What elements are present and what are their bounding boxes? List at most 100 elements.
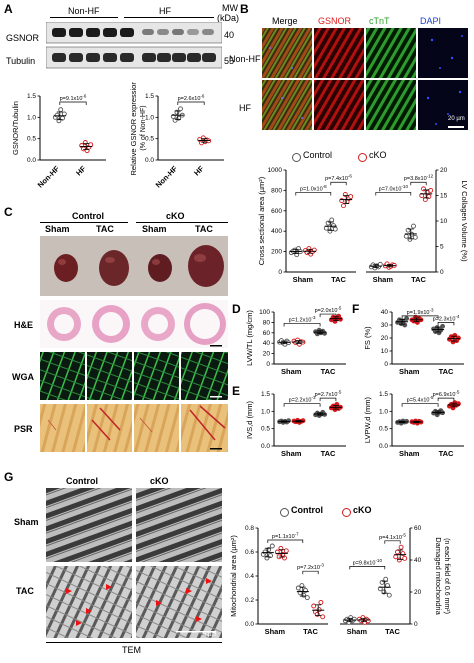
y-axis-title: FS (%) [363, 326, 372, 350]
chart-lv-collagen-volume: 0 5 10 15 20 LV Collagen Volume (%) Sham TAC p=7… [366, 167, 469, 284]
y-tick-label: 5 [440, 244, 444, 251]
y-axis-title: IVS,d (mm) [245, 401, 254, 439]
y-tick-label: 80 [263, 319, 271, 326]
y-tick-label: 0 [414, 621, 418, 628]
data-point [411, 223, 416, 229]
p-value-label: p=1.2x10-3 [289, 315, 316, 324]
p-value-label: p=1.0x10-8 [300, 184, 327, 193]
tem-scale-bar-label: 5 µm [203, 632, 217, 638]
y-tick-label: 0.5 [261, 426, 270, 433]
data-point [311, 603, 317, 609]
p-value-label: p=3.8x10-12 [404, 174, 434, 183]
y-tick-label: 1.0 [379, 408, 388, 415]
x-tick-label: Non-HF [154, 164, 180, 190]
x-tick-label: Sham [399, 449, 420, 458]
c-group-control: Control [72, 211, 104, 221]
legend-control-marker [292, 153, 301, 162]
p-value-label: p=9.8x10-10 [353, 558, 383, 567]
c-group-cko: cKO [166, 211, 185, 221]
c-cond-tac-2: TAC [195, 224, 213, 234]
blot-kda-label: (kDa) [217, 13, 239, 23]
p-value-label: p=2.7x10-5 [315, 390, 342, 399]
micro-row-non-hf: Non-HF [229, 54, 261, 64]
p-value-label: p=2.2x10-3 [289, 395, 316, 404]
data-point [61, 111, 67, 117]
significance-bracket [384, 540, 401, 544]
significance-bracket [59, 101, 87, 105]
blot-mw-55: 55 [224, 56, 235, 66]
p-value-label: p=2.6x10-6 [178, 93, 205, 102]
x-tick-label: TAC [411, 275, 426, 284]
y-tick-label: 100 [259, 309, 270, 316]
x-tick-label: HF [192, 164, 206, 178]
blot-group-line-non-hf [50, 17, 118, 18]
data-point [54, 112, 60, 118]
data-point [295, 585, 301, 591]
y-tick-label: 20 [381, 335, 389, 342]
histology-image-grid [40, 300, 228, 452]
c-cond-sham-1: Sham [45, 224, 70, 234]
x-tick-label: HF [74, 164, 88, 178]
x-tick-label: Sham [399, 367, 420, 376]
chart-relative-gsnor: 0.0 0.5 1.0 1.5 Relative GSNOR expression (% … [129, 82, 224, 190]
g-legend-cko-marker [342, 508, 351, 517]
y-tick-label: 1.5 [145, 93, 154, 100]
data-point [337, 316, 343, 322]
data-point [452, 332, 458, 338]
significance-bracket [401, 403, 439, 407]
x-tick-label: TAC [321, 367, 336, 376]
significance-bracket [267, 539, 304, 543]
y-tick-label: 1.5 [27, 93, 36, 100]
panel-label-d: D [232, 302, 241, 316]
y-tick-label: 0 [384, 361, 388, 368]
g-legend-control-label: Control [291, 505, 323, 515]
blot-group-hf: HF [159, 6, 171, 16]
g-row-tac: TAC [16, 586, 34, 596]
micro-col-merge: Merge [272, 16, 298, 26]
g-row-sham: Sham [14, 517, 39, 527]
y-tick-label: 200 [271, 249, 282, 256]
y-tick-label: 30 [381, 322, 389, 329]
p-value-label: p=2.0x10-5 [315, 306, 342, 315]
legend-cko-label: cKO [369, 150, 387, 160]
fluorescence-image-grid [262, 28, 468, 130]
y-tick-label: 0.8 [245, 525, 254, 532]
significance-bracket [283, 323, 321, 327]
data-point [407, 236, 413, 242]
data-point [269, 543, 275, 549]
legend-cko-marker [358, 153, 367, 162]
data-point [386, 592, 392, 598]
y-tick-label: 0.6 [245, 549, 254, 556]
whole-heart-photo [40, 236, 228, 296]
western-blot-image [46, 22, 222, 69]
data-point [323, 225, 329, 231]
p-value-label: p=7.2x10-3 [297, 563, 324, 572]
y-tick-label: 0.5 [145, 136, 154, 143]
significance-bracket [437, 322, 455, 326]
micro-row-hf: HF [239, 103, 251, 113]
y-tick-label: 0.4 [245, 573, 254, 580]
y-tick-label: 0.0 [261, 443, 270, 450]
data-point [395, 549, 400, 555]
y-tick-label: 1.0 [145, 114, 154, 121]
y-tick-label: 1.5 [379, 391, 388, 398]
panel-label-c: C [4, 205, 13, 219]
g-legend-cko-label: cKO [353, 505, 372, 515]
x-tick-label: TAC [385, 627, 400, 636]
y-axis-title: LVW/TL (mg/cm) [245, 310, 254, 366]
y-tick-label: 0.5 [27, 136, 36, 143]
significance-bracket [375, 192, 412, 196]
y-tick-label: 0 [440, 269, 444, 276]
data-point [383, 576, 389, 582]
y-tick-label: 40 [381, 309, 389, 316]
data-point [299, 583, 305, 589]
g-legend-control-marker [280, 508, 289, 517]
y-tick-label: 0.2 [245, 597, 254, 604]
significance-bracket [319, 313, 337, 318]
panel-label-f: F [352, 302, 360, 316]
x-tick-label: TAC [303, 627, 318, 636]
data-point [428, 187, 434, 193]
c-cond-tac-1: TAC [96, 224, 114, 234]
data-point [414, 319, 420, 325]
